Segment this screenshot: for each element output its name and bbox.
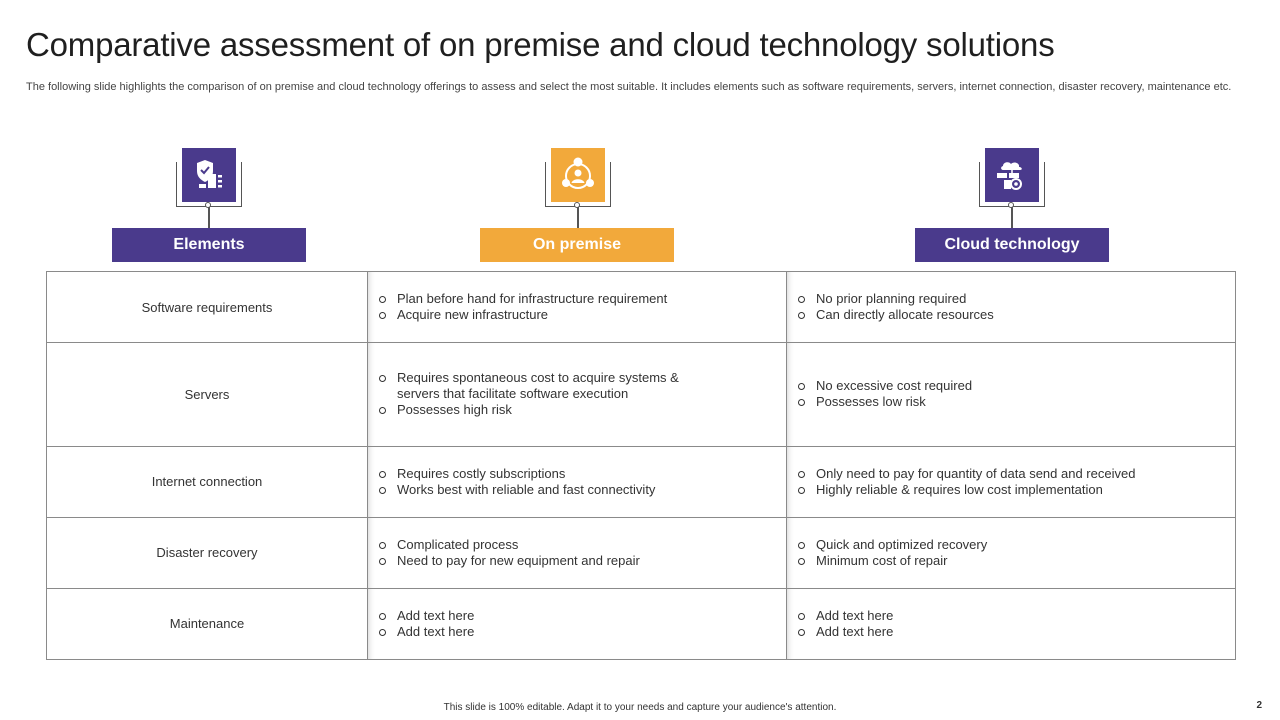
cloud-cell: Add text here Add text here (786, 587, 1236, 661)
header-elements: Elements (112, 228, 306, 262)
comparison-table: Software requirements Plan before hand f… (46, 270, 1236, 661)
page-subtitle: The following slide highlights the compa… (26, 81, 1232, 93)
list-item: Quick and optimized recovery (798, 537, 1224, 553)
list-item: Requires costly subscriptions (379, 466, 775, 482)
element-cell: Servers (46, 342, 368, 447)
list-item: No excessive cost required (798, 378, 1224, 394)
cloud-cell: Quick and optimized recovery Minimum cos… (786, 516, 1236, 589)
icon-dot (205, 202, 211, 208)
list-item: Add text here (379, 608, 775, 624)
page-title: Comparative assessment of on premise and… (26, 26, 1055, 63)
cloud-cell: No excessive cost required Possesses low… (786, 342, 1236, 447)
list-item: Acquire new infrastructure (379, 307, 775, 323)
element-cell: Internet connection (46, 445, 368, 518)
table-row: Software requirements Plan before hand f… (46, 270, 1236, 344)
security-server-icon (182, 148, 236, 202)
cloud-server-icon (985, 148, 1039, 202)
list-item: Only need to pay for quantity of data se… (798, 466, 1224, 482)
list-item: Plan before hand for infrastructure requ… (379, 291, 775, 307)
on-premise-cell: Add text here Add text here (367, 587, 787, 661)
list-item: Works best with reliable and fast connec… (379, 482, 775, 498)
element-cell: Maintenance (46, 587, 368, 661)
on-premise-cell: Plan before hand for infrastructure requ… (367, 270, 787, 344)
list-item: No prior planning required (798, 291, 1224, 307)
footer-note: This slide is 100% editable. Adapt it to… (443, 702, 837, 713)
on-premise-cell: Requires costly subscriptions Works best… (367, 445, 787, 518)
table-row: Maintenance Add text here Add text here … (46, 587, 1236, 661)
cloud-cell: No prior planning required Can directly … (786, 270, 1236, 344)
list-item: Add text here (798, 608, 1224, 624)
list-item: Complicated process (379, 537, 775, 553)
list-item: Highly reliable & requires low cost impl… (798, 482, 1224, 498)
list-item: Possesses high risk (379, 402, 705, 418)
header-on-premise: On premise (480, 228, 674, 262)
header-cloud-technology: Cloud technology (915, 228, 1109, 262)
list-item: Possesses low risk (798, 394, 1224, 410)
list-item: Need to pay for new equipment and repair (379, 553, 775, 569)
elements-icon-group (176, 148, 242, 228)
cloud-cell: Only need to pay for quantity of data se… (786, 445, 1236, 518)
list-item: Requires spontaneous cost to acquire sys… (379, 370, 705, 402)
on-premise-cell: Requires spontaneous cost to acquire sys… (367, 342, 787, 447)
table-row: Servers Requires spontaneous cost to acq… (46, 342, 1236, 447)
icon-dot (1008, 202, 1014, 208)
list-item: Add text here (379, 624, 775, 640)
element-cell: Software requirements (46, 270, 368, 344)
icon-dot (574, 202, 580, 208)
user-network-icon (551, 148, 605, 202)
on-premise-icon-group (545, 148, 611, 228)
icon-stem (208, 206, 210, 228)
list-item: Add text here (798, 624, 1224, 640)
element-cell: Disaster recovery (46, 516, 368, 589)
on-premise-cell: Complicated process Need to pay for new … (367, 516, 787, 589)
list-item: Can directly allocate resources (798, 307, 1224, 323)
page-number: 2 (1256, 700, 1262, 711)
table-row: Internet connection Requires costly subs… (46, 445, 1236, 518)
cloud-technology-icon-group (979, 148, 1045, 228)
list-item: Minimum cost of repair (798, 553, 1224, 569)
icon-stem (577, 206, 579, 228)
table-row: Disaster recovery Complicated process Ne… (46, 516, 1236, 589)
icon-stem (1011, 206, 1013, 228)
